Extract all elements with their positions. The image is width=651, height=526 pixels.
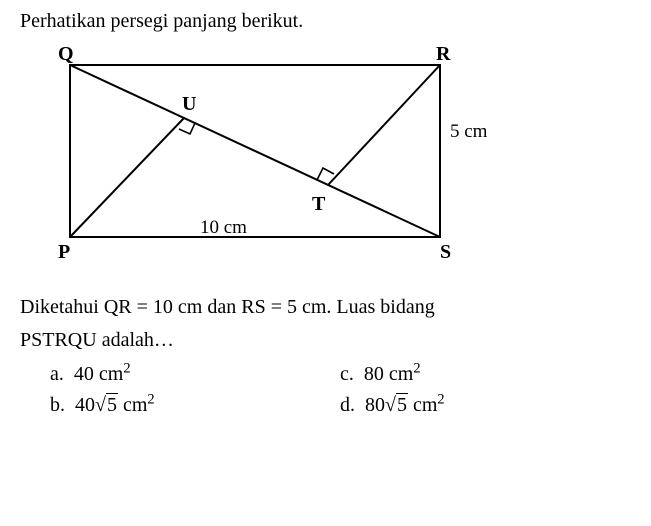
choice-d: d. 805 cm2 xyxy=(340,390,445,421)
label-q: Q xyxy=(58,43,74,66)
label-u: U xyxy=(182,93,196,116)
choice-d-sqrt: 5 xyxy=(385,390,408,421)
choice-d-value: 80 xyxy=(365,394,385,416)
choice-a: a. 40 cm2 xyxy=(50,359,340,390)
choices-left-col: a. 40 cm2 b. 405 cm2 xyxy=(50,359,340,421)
right-angle-u xyxy=(179,123,195,134)
right-angle-t xyxy=(317,168,334,180)
choice-b: b. 405 cm2 xyxy=(50,390,340,421)
choice-c-letter: c. xyxy=(340,363,354,385)
choice-c-value: 80 xyxy=(364,363,384,385)
question-line-2: PSTRQU adalah… xyxy=(20,326,631,355)
choices-right-col: c. 80 cm2 d. 805 cm2 xyxy=(340,359,445,421)
choice-a-letter: a. xyxy=(50,363,64,385)
choice-b-sqrt: 5 xyxy=(95,390,118,421)
label-s: S xyxy=(440,241,451,264)
choice-b-value: 40 xyxy=(75,394,95,416)
choice-a-unit: cm2 xyxy=(99,363,131,385)
rectangle-figure: Q R P S U T 10 cm 5 cm xyxy=(30,43,490,273)
dimension-ps: 10 cm xyxy=(200,217,247,239)
choice-b-unit: cm2 xyxy=(123,394,155,416)
dimension-rs: 5 cm xyxy=(450,121,487,143)
segment-rt xyxy=(328,65,440,185)
figure-svg xyxy=(30,43,490,273)
choice-c: c. 80 cm2 xyxy=(340,359,445,390)
diagonal-qs xyxy=(70,65,440,237)
label-t: T xyxy=(312,193,325,216)
choice-b-letter: b. xyxy=(50,394,65,416)
answer-choices: a. 40 cm2 b. 405 cm2 c. 80 cm2 d. 805 cm… xyxy=(20,359,631,421)
choice-d-unit: cm2 xyxy=(413,394,445,416)
question-line-1: Diketahui QR = 10 cm dan RS = 5 cm. Luas… xyxy=(20,293,631,322)
label-p: P xyxy=(58,241,70,264)
choice-d-letter: d. xyxy=(340,394,355,416)
choice-c-unit: cm2 xyxy=(389,363,421,385)
segment-pu xyxy=(70,118,184,237)
label-r: R xyxy=(436,43,450,66)
prompt-text: Perhatikan persegi panjang berikut. xyxy=(20,10,631,33)
choice-a-value: 40 xyxy=(74,363,94,385)
